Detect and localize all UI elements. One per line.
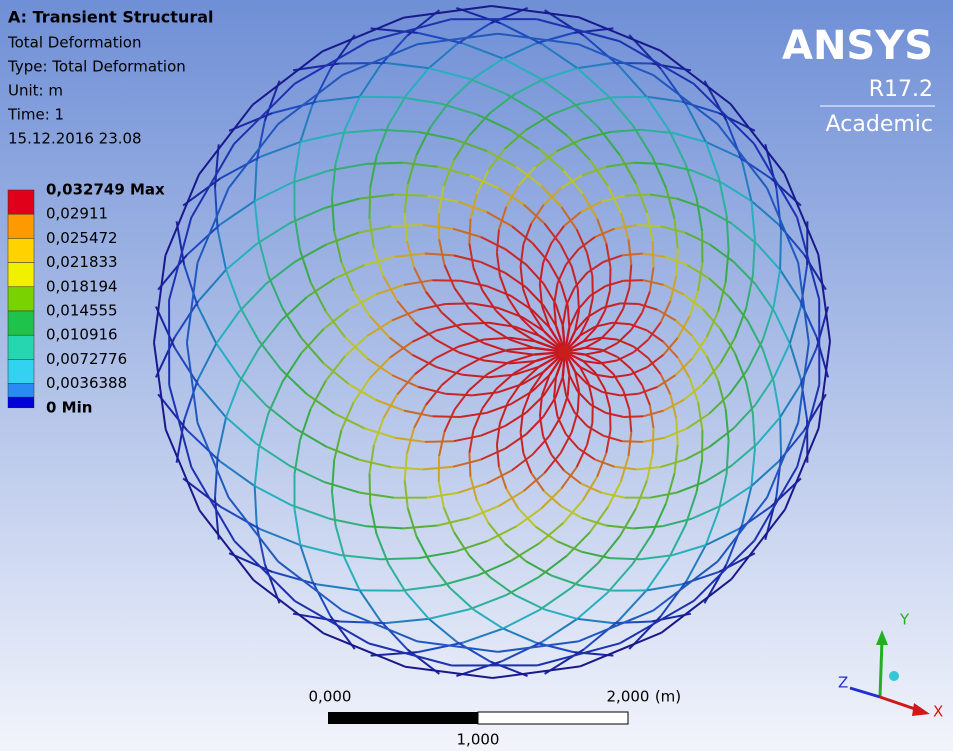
legend-label: 0,014555 xyxy=(46,302,118,320)
mesh-beam xyxy=(610,268,611,291)
mesh-beam xyxy=(624,280,644,281)
mesh-beam xyxy=(391,225,423,226)
legend-label: 0,025472 xyxy=(46,229,118,247)
legend-swatch xyxy=(8,263,34,287)
triad-z-label: Z xyxy=(838,674,848,692)
scale-left: 0,000 xyxy=(309,688,352,706)
legend-label: 0,0072776 xyxy=(46,350,127,368)
mesh-beam xyxy=(620,303,639,304)
legend-label: 0 Min xyxy=(46,398,92,416)
mesh-beam xyxy=(425,441,454,442)
legend-swatch xyxy=(8,397,34,408)
legend-label: 0,032749 Max xyxy=(46,181,165,199)
mesh-beam xyxy=(469,453,470,477)
mesh-beam xyxy=(432,280,460,281)
mesh-beam xyxy=(445,303,472,304)
mesh-beam xyxy=(370,473,371,503)
legend-swatch xyxy=(8,359,34,383)
legend-label: 0,010916 xyxy=(46,326,118,344)
mesh-beam xyxy=(612,97,646,98)
mesh-beam xyxy=(340,63,385,64)
mesh-beam xyxy=(610,558,641,559)
header-line: Time: 1 xyxy=(7,106,64,124)
legend-swatch xyxy=(8,311,34,335)
triad-y-axis xyxy=(880,640,882,697)
mesh-beam xyxy=(780,230,781,270)
mesh-beam xyxy=(394,195,427,196)
header-line: 15.12.2016 23.08 xyxy=(8,130,142,148)
mesh-beam xyxy=(624,416,644,417)
scale-middle: 1,000 xyxy=(457,731,500,749)
viewport: A: Transient Structural Total Deformatio… xyxy=(0,0,953,751)
mesh-beam xyxy=(633,163,662,164)
mesh-beam xyxy=(359,97,401,98)
mesh-beam xyxy=(622,441,643,442)
mesh-beam xyxy=(370,188,371,219)
header-line: Type: Total Deformation xyxy=(7,58,186,76)
mesh-hub xyxy=(558,345,572,359)
legend-label: 0,02911 xyxy=(46,205,108,223)
header-line: Total Deformation xyxy=(7,34,141,52)
mesh-beam xyxy=(469,219,470,244)
page: {"header": {"title": "A: Transient Struc… xyxy=(0,0,953,755)
logo-brand: ANSYS xyxy=(782,23,933,69)
scale-unit: (m) xyxy=(655,688,681,706)
mesh-beam xyxy=(653,241,654,268)
triad-y-label: Y xyxy=(899,611,910,629)
logo-edition: Academic xyxy=(826,112,933,137)
legend-label: 0,018194 xyxy=(46,277,118,295)
mesh-beam xyxy=(613,63,651,64)
mesh-beam xyxy=(432,416,460,417)
triad-x-label: X xyxy=(933,703,943,721)
legend-swatch xyxy=(8,214,34,238)
header-title: A: Transient Structural xyxy=(8,8,214,27)
mesh-beam xyxy=(578,289,579,311)
scale-bar-white xyxy=(478,712,628,724)
legend-swatch xyxy=(8,190,34,214)
logo-version: R17.2 xyxy=(869,77,933,102)
scale-bar-black xyxy=(328,712,478,724)
mesh-beam xyxy=(367,163,404,164)
mesh-beam xyxy=(610,409,611,431)
legend-swatch xyxy=(8,287,34,311)
legend-label: 0,0036388 xyxy=(46,374,127,392)
header-line: Unit: m xyxy=(8,82,63,100)
triad-ball xyxy=(889,671,899,681)
legend-swatch xyxy=(8,335,34,359)
scale-right: 2,000 xyxy=(607,688,650,706)
mesh-beam xyxy=(625,195,651,196)
legend-swatch xyxy=(8,238,34,262)
legend-label: 0,021833 xyxy=(46,253,118,271)
mesh-beam xyxy=(463,323,489,324)
mesh-beam xyxy=(780,418,781,457)
